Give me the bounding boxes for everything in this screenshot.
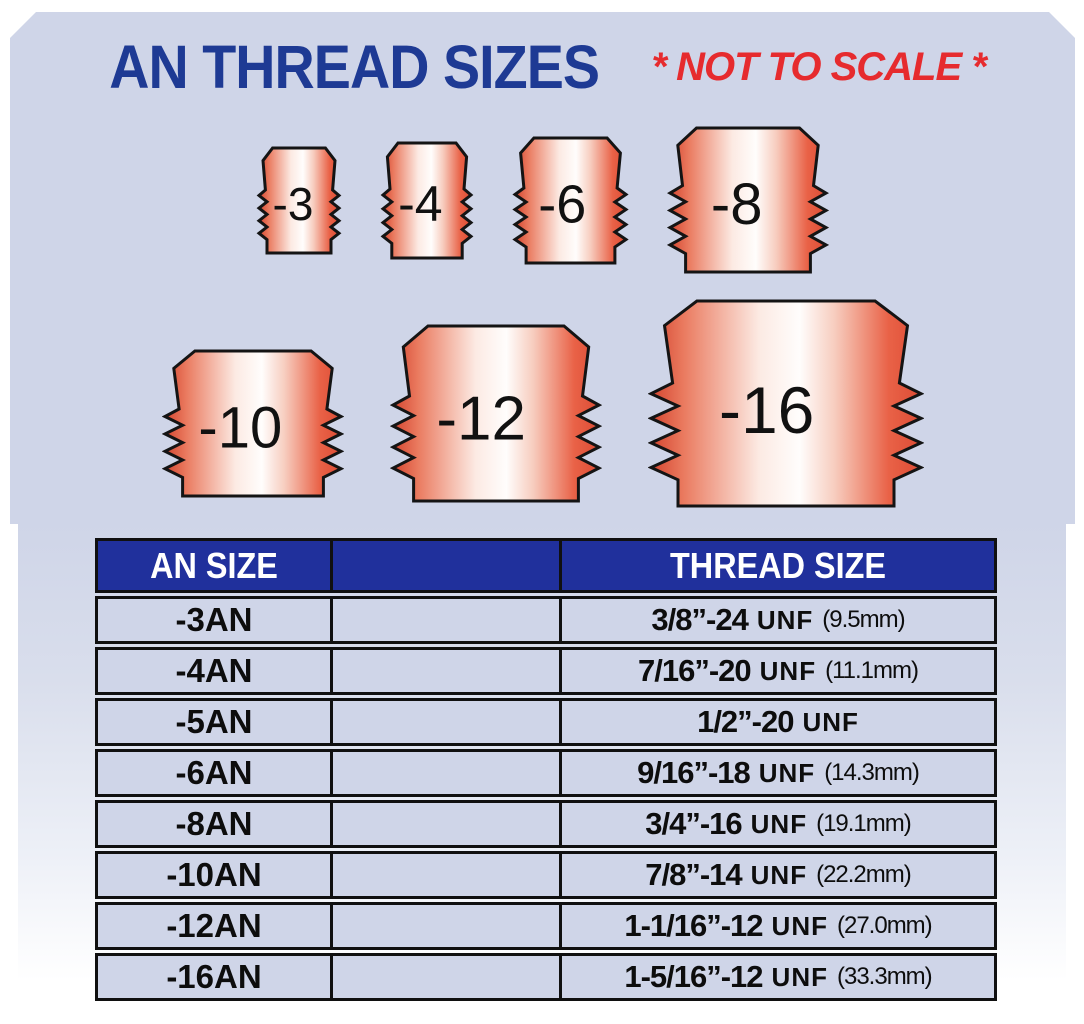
an-size-table: AN SIZE THREAD SIZE -3AN 3/8”-24 UNF (9.5mm… [95, 538, 997, 1004]
thread-fraction: 1-5/16”-12 [624, 959, 763, 994]
an-size-cell: -4AN [98, 650, 330, 692]
blank-cell [330, 905, 559, 947]
an-size-value: -10AN [166, 856, 262, 893]
fittings-row-large: -10 -12 -16 [10, 297, 1075, 509]
blank-cell [330, 956, 559, 998]
title-row: AN THREAD SIZES * NOT TO SCALE * [10, 12, 1075, 101]
page-title: AN THREAD SIZES [109, 33, 600, 102]
fitting-label: -3 [273, 177, 314, 229]
an-size-value: -16AN [166, 958, 262, 995]
fitting-16-illustration: -16 [648, 298, 924, 509]
fitting-6-illustration: -6 [512, 135, 629, 266]
table-row: -16AN 1-5/16”-12 UNF (33.3mm) [95, 953, 997, 1001]
fitting-label: -12 [436, 384, 526, 453]
fitting-6-wrap: -6 [512, 135, 629, 266]
thread-size-cell: 3/4”-16 UNF (19.1mm) [559, 803, 994, 845]
an-size-value: -8AN [175, 805, 253, 842]
an-size-cell: -3AN [98, 599, 330, 641]
thread-standard: UNF [750, 808, 808, 839]
thread-fraction: 1/2”-20 [697, 704, 794, 739]
an-size-value: -6AN [175, 754, 253, 791]
fitting-8-illustration: -8 [667, 125, 829, 275]
fittings-row-small: -3 -4 -6 -8 [10, 125, 1075, 275]
blank-cell [330, 803, 559, 845]
an-size-cell: -6AN [98, 752, 330, 794]
thread-standard: UNF [802, 706, 859, 737]
thread-mm-equivalent: (27.0mm) [836, 912, 933, 939]
thread-mm-equivalent: (33.3mm) [836, 963, 933, 990]
an-size-value: -4AN [175, 652, 253, 689]
fittings-panel: AN THREAD SIZES * NOT TO SCALE * -3 -4 -6-… [10, 12, 1075, 524]
fitting-label: -4 [398, 176, 442, 232]
thread-size-cell: 9/16”-18 UNF (14.3mm) [559, 752, 994, 794]
blank-cell [330, 701, 559, 743]
thread-size-cell: 1/2”-20 UNF [559, 701, 994, 743]
fitting-4-illustration: -4 [380, 140, 474, 261]
thread-mm-equivalent: (19.1mm) [816, 810, 912, 837]
an-size-cell: -8AN [98, 803, 330, 845]
table-row: -8AN 3/4”-16 UNF (19.1mm) [95, 800, 997, 848]
thread-size-cell: 7/8”-14 UNF (22.2mm) [559, 854, 994, 896]
thread-standard: UNF [759, 655, 817, 686]
header-an-size: AN SIZE [150, 544, 278, 586]
table-row: -3AN 3/8”-24 UNF (9.5mm) [95, 596, 997, 644]
fitting-3-wrap: -3 [256, 145, 342, 256]
table-row: -12AN 1-1/16”-12 UNF (27.0mm) [95, 902, 997, 950]
thread-fraction: 9/16”-18 [637, 755, 751, 790]
fitting-12-illustration: -12 [390, 323, 602, 504]
thread-mm-equivalent: (11.1mm) [825, 657, 919, 684]
thread-size-cell: 1-1/16”-12 UNF (27.0mm) [559, 905, 994, 947]
thread-mm-equivalent: (14.3mm) [824, 759, 920, 786]
thread-standard: UNF [756, 604, 814, 635]
fitting-label: -16 [719, 373, 814, 447]
blank-cell [330, 752, 559, 794]
an-size-cell: -10AN [98, 854, 330, 896]
fitting-12-wrap: -12 [390, 323, 602, 504]
an-size-cell: -5AN [98, 701, 330, 743]
fitting-label: -6 [538, 174, 586, 234]
header-thread-size: THREAD SIZE [559, 541, 994, 590]
an-size-value: -12AN [166, 907, 262, 944]
thread-size-cell: 7/16”-20 UNF (11.1mm) [559, 650, 994, 692]
an-size-cell: -12AN [98, 905, 330, 947]
blank-cell [330, 650, 559, 692]
fitting-10-illustration: -10 [162, 348, 344, 499]
thread-standard: UNF [771, 910, 828, 941]
thread-fraction: 7/16”-20 [638, 653, 752, 688]
thread-standard: UNF [750, 859, 808, 890]
fitting-label: -8 [711, 172, 763, 237]
thread-standard: UNF [771, 961, 828, 992]
blank-cell [330, 854, 559, 896]
an-size-cell: -16AN [98, 956, 330, 998]
thread-mm-equivalent: (22.2mm) [816, 861, 912, 888]
fitting-label: -10 [198, 396, 282, 461]
fitting-3-illustration: -3 [256, 145, 342, 256]
table-row: -5AN 1/2”-20 UNF [95, 698, 997, 746]
thread-fraction: 3/4”-16 [645, 806, 742, 841]
thread-mm-equivalent: (9.5mm) [822, 606, 905, 633]
thread-size-cell: 1-5/16”-12 UNF (33.3mm) [559, 956, 994, 998]
blank-cell [330, 599, 559, 641]
an-size-value: -5AN [175, 703, 253, 740]
fitting-16-wrap: -16 [648, 298, 924, 509]
table-row: -6AN 9/16”-18 UNF (14.3mm) [95, 749, 997, 797]
fitting-10-wrap: -10 [162, 348, 344, 499]
table-row: -10AN 7/8”-14 UNF (22.2mm) [95, 851, 997, 899]
fitting-4-wrap: -4 [380, 140, 474, 261]
thread-fraction: 3/8”-24 [651, 602, 748, 637]
thread-size-cell: 3/8”-24 UNF (9.5mm) [559, 599, 994, 641]
header-blank [330, 541, 559, 590]
table-header-row: AN SIZE THREAD SIZE [95, 538, 997, 593]
thread-fraction: 7/8”-14 [645, 857, 742, 892]
an-size-value: -3AN [175, 601, 253, 638]
not-to-scale-note: * NOT TO SCALE * [651, 45, 986, 89]
fitting-8-wrap: -8 [667, 125, 829, 275]
thread-fraction: 1-1/16”-12 [624, 908, 763, 943]
thread-standard: UNF [758, 757, 816, 788]
table-row: -4AN 7/16”-20 UNF (11.1mm) [95, 647, 997, 695]
